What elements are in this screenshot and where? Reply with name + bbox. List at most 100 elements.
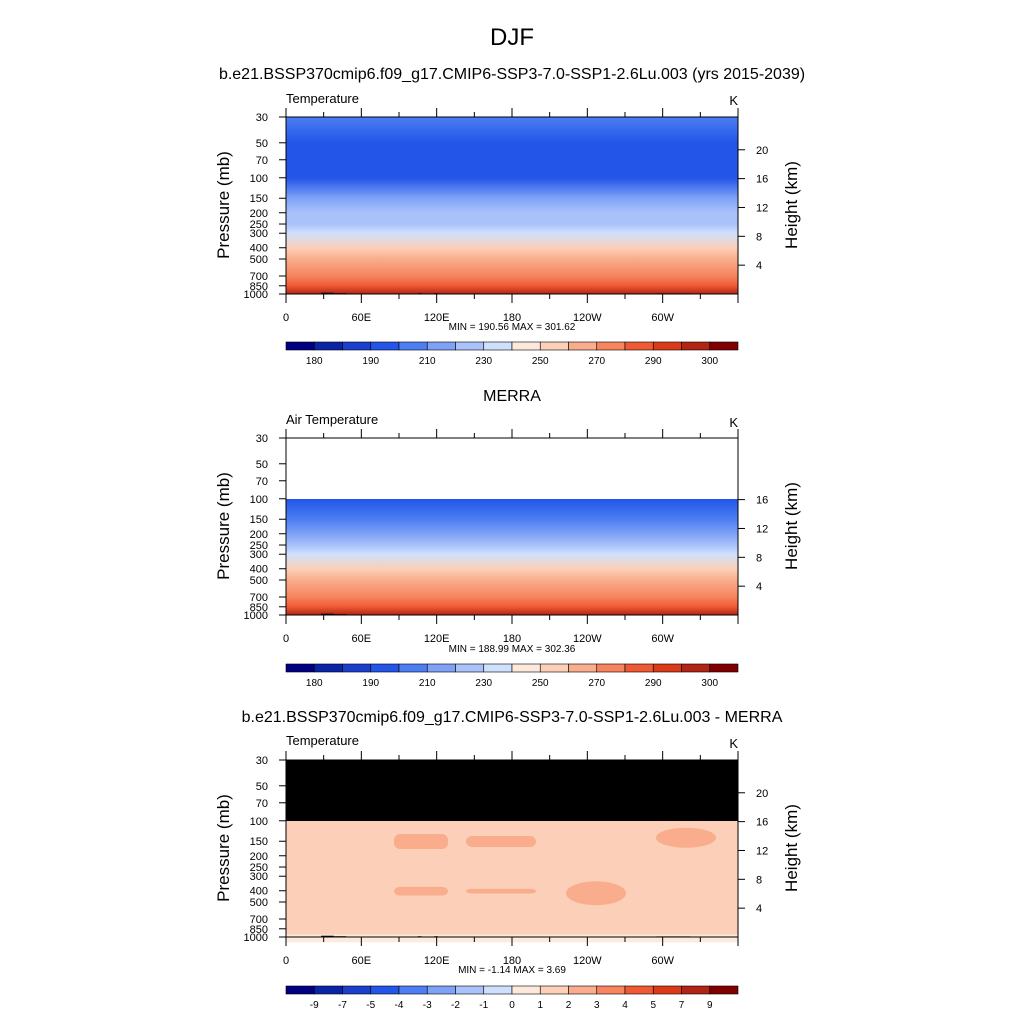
model-lon-tick-label: 120E — [424, 312, 450, 324]
diff-min-max-stats: MIN = -1.14 MAX = 3.69 — [458, 965, 566, 976]
diff-colorbar-label: 1 — [537, 1000, 543, 1011]
obs-pressure-tick-label: 250 — [250, 540, 268, 552]
obs-pressure-tick-label: 1000 — [244, 610, 268, 622]
diff-variable-label: Temperature — [286, 733, 359, 748]
model-ylabel: Pressure (mb) — [214, 151, 233, 259]
obs-colorbar-swatch — [596, 663, 626, 673]
model-min-max-stats: MIN = 190.56 MAX = 301.62 — [449, 322, 576, 333]
obs-colorbar-label: 210 — [419, 678, 436, 689]
diff-pressure-tick-label: 300 — [250, 871, 268, 883]
obs-longitude-axis: 0 60E 120E 180 120W 60W — [283, 429, 739, 645]
diff-colorbar-swatch — [285, 985, 315, 995]
diff-pressure-tick-label: 200 — [250, 851, 268, 863]
diff-pressure-tick-label: 400 — [250, 886, 268, 898]
obs-colorbar-label: 290 — [645, 678, 662, 689]
diff-colorbar-swatch — [342, 985, 372, 995]
model-pressure-tick-label: 30 — [256, 112, 268, 124]
diff-units-label: K — [729, 736, 738, 751]
merra-temperature-panel: Air Temperature K 3050701001502002503004… — [214, 412, 801, 689]
obs-colorbar-label: 190 — [362, 678, 379, 689]
model-colorbar-swatch — [596, 341, 626, 351]
diff-pressure-tick-label: 30 — [256, 755, 268, 767]
obs-pressure-tick-label: 850 — [250, 602, 268, 614]
obs-colorbar-swatch — [455, 663, 485, 673]
diff-colorbar-swatch — [426, 985, 456, 995]
diff-pressure-tick-label: 70 — [256, 798, 268, 810]
middle-panel-subtitle: MERRA — [483, 388, 541, 405]
model-lon-tick-label: 60W — [651, 312, 674, 324]
diff-lon-tick-label: 60E — [352, 955, 372, 967]
model-colorbar-label: 300 — [701, 356, 718, 367]
model-colorbar-swatch — [370, 341, 400, 351]
model-pressure-tick-label: 850 — [250, 281, 268, 293]
obs-temperature-field — [286, 499, 738, 615]
diff-colorbar-label: 5 — [650, 1000, 656, 1011]
obs-pressure-tick-label: 100 — [250, 494, 268, 506]
diff-lon-tick-label: 120W — [573, 955, 602, 967]
diff-colorbar-label: 4 — [622, 1000, 628, 1011]
diff-lon-tick-label: 120E — [424, 955, 450, 967]
diff-warm-band-1 — [394, 886, 448, 896]
model-height-tick-label: 8 — [756, 231, 762, 243]
obs-lon-tick-label: 60W — [651, 633, 674, 645]
model-units-label: K — [729, 93, 738, 108]
model-pressure-tick-label: 1000 — [244, 289, 268, 301]
diff-colorbar-swatch — [539, 985, 569, 995]
diff-colorbar-label: -1 — [479, 1000, 488, 1011]
model-colorbar-swatch — [342, 341, 372, 351]
model-colorbar-swatch — [624, 341, 654, 351]
model-lon-tick-label: 120W — [573, 312, 602, 324]
obs-colorbar-label: 180 — [306, 678, 323, 689]
diff-colorbar-swatch — [398, 985, 428, 995]
obs-height-tick-label: 16 — [756, 495, 768, 507]
diff-colorbar-label: 2 — [566, 1000, 572, 1011]
model-colorbar-swatch — [455, 341, 485, 351]
diff-missing-data-mask — [286, 760, 738, 821]
obs-height-tick-label: 12 — [756, 523, 768, 535]
model-colorbar-swatch — [511, 341, 541, 351]
model-lon-tick-label: 180 — [503, 312, 521, 324]
model-colorbar-label: 270 — [588, 356, 605, 367]
model-longitude-axis: 0 60E 120E 180 120W 60W — [283, 108, 739, 324]
diff-colorbar-label: -7 — [338, 1000, 347, 1011]
model-pressure-tick-label: 200 — [250, 208, 268, 220]
diff-colorbar-label: -4 — [395, 1000, 404, 1011]
diff-pressure-tick-label: 1000 — [244, 932, 268, 944]
diff-colorbar-label: -5 — [366, 1000, 375, 1011]
diff-height-tick-label: 16 — [756, 817, 768, 829]
model-ylabel-right: Height (km) — [782, 161, 801, 249]
model-colorbar-label: 250 — [532, 356, 549, 367]
obs-colorbar-swatch — [511, 663, 541, 673]
obs-pressure-tick-label: 150 — [250, 514, 268, 526]
obs-lon-tick-label: 120W — [573, 633, 602, 645]
obs-pressure-tick-label: 50 — [256, 459, 268, 471]
diff-pressure-tick-label: 50 — [256, 781, 268, 793]
diff-pressure-tick-label: 150 — [250, 836, 268, 848]
model-lon-tick-label: 60E — [352, 312, 372, 324]
top-panel-subtitle: b.e21.BSSP370cmip6.f09_g17.CMIP6-SSP3-7.… — [219, 66, 805, 83]
obs-lon-tick-label: 0 — [283, 633, 289, 645]
obs-colorbar-label: 250 — [532, 678, 549, 689]
obs-colorbar-label: 270 — [588, 678, 605, 689]
obs-pressure-tick-label: 400 — [250, 564, 268, 576]
bottom-panel-subtitle: b.e21.BSSP370cmip6.f09_g17.CMIP6-SSP3-7.… — [242, 709, 783, 726]
obs-lon-tick-label: 180 — [503, 633, 521, 645]
diff-lon-tick-label: 0 — [283, 955, 289, 967]
figure-title: DJF — [490, 24, 534, 51]
model-pressure-tick-label: 150 — [250, 193, 268, 205]
diff-height-tick-label: 4 — [756, 903, 762, 915]
diff-colorbar-label: -9 — [310, 1000, 319, 1011]
diff-colorbar-swatch — [511, 985, 541, 995]
model-colorbar-swatch — [426, 341, 456, 351]
obs-lon-tick-label: 60E — [352, 633, 372, 645]
obs-colorbar-swatch — [681, 663, 711, 673]
diff-pressure-tick-label: 850 — [250, 924, 268, 936]
model-pressure-tick-label: 100 — [250, 173, 268, 185]
obs-colorbar-swatch — [370, 663, 400, 673]
obs-min-max-stats: MIN = 188.99 MAX = 302.36 — [449, 644, 576, 655]
obs-colorbar-swatch — [539, 663, 569, 673]
diff-pressure-tick-label: 700 — [250, 914, 268, 926]
obs-land-block — [321, 613, 334, 615]
